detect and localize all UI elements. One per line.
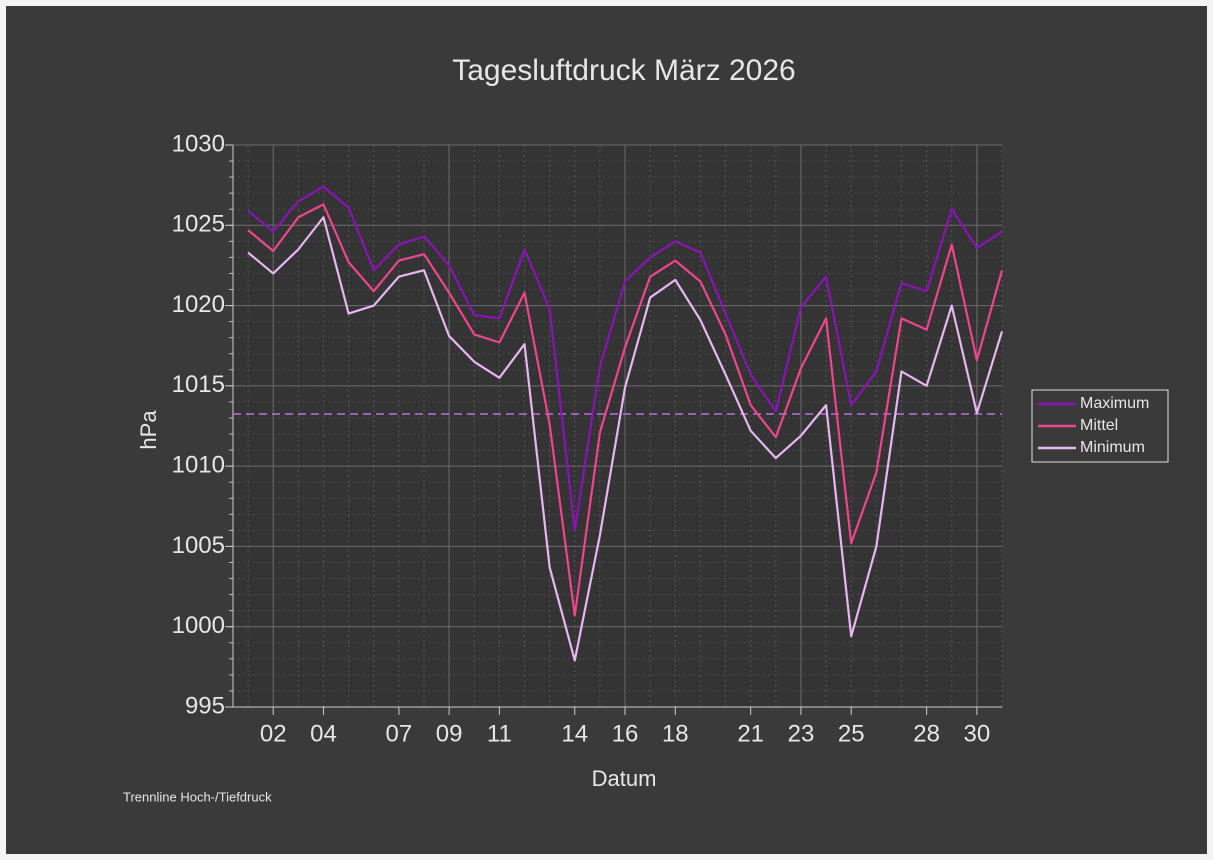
x-tick-label: 25 xyxy=(838,720,865,747)
x-tick-label: 30 xyxy=(964,720,991,747)
x-tick-label: 16 xyxy=(612,720,639,747)
y-tick-label: 1020 xyxy=(172,291,225,318)
y-tick-label: 1000 xyxy=(172,612,225,639)
y-axis-label: hPa xyxy=(136,410,161,450)
x-tick-label: 02 xyxy=(260,720,287,747)
chart-title: Tagesluftdruck März 2026 xyxy=(452,54,796,87)
y-tick-label: 1025 xyxy=(172,211,225,238)
legend-label: Minimum xyxy=(1080,439,1145,456)
legend-label: Maximum xyxy=(1080,395,1149,412)
legend-label: Mittel xyxy=(1080,417,1118,434)
x-tick-label: 07 xyxy=(386,720,413,747)
series-line xyxy=(247,185,1003,532)
x-tick-label: 14 xyxy=(561,720,588,747)
x-tick-label: 21 xyxy=(737,720,764,747)
y-tick-label: 1030 xyxy=(172,130,225,157)
x-tick-label: 28 xyxy=(913,720,940,747)
y-tick-label: 995 xyxy=(185,692,225,719)
y-tick-label: 1005 xyxy=(172,532,225,559)
y-tick-label: 1015 xyxy=(172,371,225,398)
x-tick-label: 23 xyxy=(788,720,815,747)
x-tick-label: 18 xyxy=(662,720,689,747)
x-tick-label: 11 xyxy=(487,720,512,747)
x-tick-label: 09 xyxy=(436,720,463,747)
x-tick-label: 04 xyxy=(310,720,337,747)
y-tick-label: 1010 xyxy=(172,451,225,478)
series-line xyxy=(247,203,1004,617)
x-axis-label: Datum xyxy=(592,766,657,791)
series-line xyxy=(247,216,1004,662)
annotation: Trennline Hoch-/Tiefdruck xyxy=(123,789,272,804)
